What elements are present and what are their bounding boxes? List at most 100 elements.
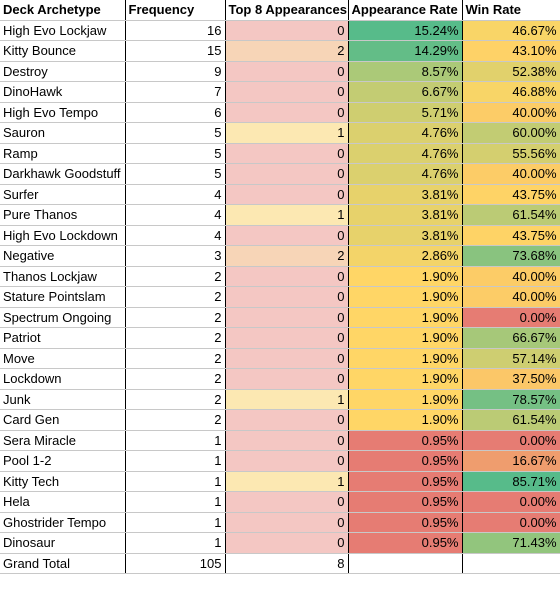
cell: 5 [125,163,226,185]
header-cell: Appearance Rate [348,0,463,21]
cell: 4.76% [348,163,463,185]
empty-cell [462,553,560,574]
cell: 55.56% [462,143,560,164]
cell: 0.95% [348,430,463,451]
data-row: Negative 3 2 2.86% 73.68% [0,245,560,267]
cell: 4 [125,204,226,226]
header-row: Deck Archetype Frequency Top 8 Appearances… [0,0,560,21]
cell: High Evo Lockjaw [0,20,126,41]
header-cell: Frequency [125,0,226,21]
cell: 3.81% [348,225,463,246]
cell: Destroy [0,61,126,82]
cell: 46.67% [462,20,560,41]
cell: 61.54% [462,409,560,431]
cell: 2 [225,245,349,267]
cell: 2 [125,286,226,308]
cell: 37.50% [462,368,560,390]
cell: 8.57% [348,61,463,82]
data-row: Move 2 0 1.90% 57.14% [0,348,560,369]
total-cell: 105 [125,553,226,574]
cell: 0 [225,512,349,533]
data-row: Junk 2 1 1.90% 78.57% [0,389,560,410]
cell: 0.00% [462,512,560,533]
data-row: Spectrum Ongoing 2 0 1.90% 0.00% [0,307,560,328]
cell: 2 [125,266,226,287]
cell: 15.24% [348,20,463,41]
cell: Surfer [0,184,126,205]
cell: 0 [225,307,349,328]
cell: Sauron [0,122,126,144]
cell: 3.81% [348,204,463,226]
cell: 0 [225,102,349,123]
cell: Thanos Lockjaw [0,266,126,287]
data-row: Ramp 5 0 4.76% 55.56% [0,143,560,164]
cell: 1.90% [348,266,463,287]
cell: 15 [125,40,226,62]
cell: 0.95% [348,450,463,472]
cell: 0 [225,163,349,185]
cell: 1 [225,204,349,226]
cell: 6.67% [348,81,463,103]
cell: 0.95% [348,471,463,492]
cell: Dinosaur [0,532,126,554]
cell: Sera Miracle [0,430,126,451]
cell: 2 [125,389,226,410]
cell: Lockdown [0,368,126,390]
cell: Negative [0,245,126,267]
cell: Darkhawk Goodstuff [0,163,126,185]
data-row: Ghostrider Tempo 1 0 0.95% 0.00% [0,512,560,533]
cell: 43.75% [462,184,560,205]
cell: 0 [225,368,349,390]
data-row: Surfer 4 0 3.81% 43.75% [0,184,560,205]
cell: 0 [225,225,349,246]
cell: Card Gen [0,409,126,431]
cell: Spectrum Ongoing [0,307,126,328]
cell: 0.00% [462,430,560,451]
cell: 0.95% [348,491,463,513]
cell: 9 [125,61,226,82]
cell: 0 [225,286,349,308]
data-row: Lockdown 2 0 1.90% 37.50% [0,368,560,390]
cell: 1 [125,491,226,513]
total-cell: 8 [225,553,349,574]
cell: 2 [125,409,226,431]
cell: 0 [225,184,349,205]
cell: 7 [125,81,226,103]
cell: 16.67% [462,450,560,472]
cell: 4 [125,184,226,205]
cell: 1.90% [348,348,463,369]
cell: DinoHawk [0,81,126,103]
cell: High Evo Tempo [0,102,126,123]
cell: 61.54% [462,204,560,226]
cell: 0 [225,327,349,349]
data-row: High Evo Lockdown 4 0 3.81% 43.75% [0,225,560,246]
cell: 0 [225,532,349,554]
cell: 4.76% [348,122,463,144]
data-row: Sera Miracle 1 0 0.95% 0.00% [0,430,560,451]
cell: 6 [125,102,226,123]
cell: 46.88% [462,81,560,103]
data-row: Card Gen 2 0 1.90% 61.54% [0,409,560,431]
cell: 2 [125,368,226,390]
cell: Pool 1-2 [0,450,126,472]
cell: 0 [225,348,349,369]
cell: 0 [225,61,349,82]
data-row: Kitty Tech 1 1 0.95% 85.71% [0,471,560,492]
data-row: Pure Thanos 4 1 3.81% 61.54% [0,204,560,226]
header-cell: Deck Archetype [0,0,126,21]
cell: 57.14% [462,348,560,369]
cell: 5.71% [348,102,463,123]
cell: Patriot [0,327,126,349]
cell: 5 [125,143,226,164]
cell: 2.86% [348,245,463,267]
cell: 0.00% [462,491,560,513]
cell: 3.81% [348,184,463,205]
data-row: Thanos Lockjaw 2 0 1.90% 40.00% [0,266,560,287]
cell: 1.90% [348,368,463,390]
cell: High Evo Lockdown [0,225,126,246]
cell: Hela [0,491,126,513]
cell: Kitty Bounce [0,40,126,62]
cell: Ramp [0,143,126,164]
header-cell: Top 8 Appearances [225,0,349,21]
cell: 40.00% [462,163,560,185]
